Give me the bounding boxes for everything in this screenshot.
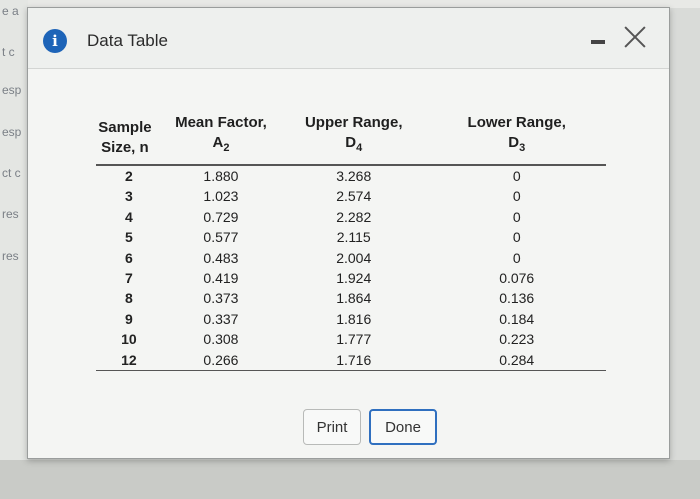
cell-sample-size: 4 [125, 208, 133, 225]
header-label: Size, n [101, 139, 149, 156]
cell-lower-range: 0.136 [499, 290, 535, 307]
cell-lower-range: 0 [512, 249, 521, 266]
dialog-title: Data Table [87, 31, 168, 50]
header-label: Upper Range, [304, 114, 403, 131]
header-symbol: A2 [212, 134, 230, 154]
dialog-titlebar: i Data Table [28, 8, 669, 69]
cell-lower-range: 0.184 [499, 310, 535, 327]
cell-mean-factor: 0.337 [203, 310, 239, 327]
cell-mean-factor: 0.373 [203, 290, 239, 307]
header-sample-size: Sample Size, n [96, 113, 162, 166]
cell-upper-range: 1.716 [280, 349, 428, 372]
background-text: e a [2, 4, 19, 18]
cell-lower-range: 0 [512, 229, 521, 246]
header-label: Sample [98, 119, 152, 136]
table-row: 10 0.308 1.777 0.223 [96, 329, 606, 349]
cell-lower-range: 0.223 [499, 331, 535, 348]
table-header-row: Sample Size, n Mean Factor, A2 Upper Ran… [96, 113, 606, 166]
cell-sample-size: 6 [125, 249, 133, 266]
cell-upper-range: 2.115 [336, 229, 371, 246]
cell-upper-range: 2.004 [336, 249, 372, 266]
table-row: 2 1.880 3.268 0 [96, 165, 606, 186]
header-symbol: D4 [345, 134, 363, 154]
cell-sample-size: 3 [125, 188, 133, 205]
background-text: esp [2, 125, 22, 139]
cell-mean-factor: 0.266 [161, 349, 281, 372]
header-label: Mean Factor, [175, 114, 267, 131]
cell-sample-size: 12 [96, 349, 162, 372]
header-lower-range: Lower Range, D3 [427, 113, 606, 166]
background-bottom [0, 460, 700, 499]
background-text: res [2, 207, 19, 221]
cell-sample-size: 2 [125, 168, 133, 184]
cell-lower-range: 0.076 [499, 270, 535, 287]
background-page-left: e a t c esp esp ct c res res [0, 0, 28, 499]
cell-mean-factor: 0.483 [203, 249, 239, 266]
table-row: 4 0.729 2.282 0 [96, 207, 606, 227]
cell-lower-range: 0 [512, 188, 521, 205]
cell-lower-range: 0 [512, 208, 521, 225]
data-table-dialog: i Data Table Sample Size, n Mean Factor,… [27, 7, 670, 459]
cell-sample-size: 7 [125, 270, 133, 287]
cell-mean-factor: 0.419 [203, 270, 239, 287]
cell-sample-size: 5 [125, 229, 133, 246]
cell-upper-range: 3.268 [336, 168, 372, 184]
background-text: t c [2, 45, 15, 59]
table-row: 3 1.023 2.574 0 [96, 186, 606, 206]
info-icon: i [43, 29, 67, 53]
table-row: 6 0.483 2.004 0 [96, 248, 606, 268]
cell-lower-range: 0 [512, 168, 521, 184]
cell-sample-size: 8 [125, 290, 133, 307]
cell-upper-range: 1.777 [336, 331, 372, 348]
cell-mean-factor: 0.308 [203, 331, 239, 348]
cell-upper-range: 1.924 [336, 270, 372, 287]
minimize-icon[interactable] [589, 32, 607, 46]
cell-mean-factor: 0.577 [203, 229, 239, 246]
cell-upper-range: 2.282 [336, 208, 372, 225]
cell-upper-range: 1.864 [336, 290, 372, 307]
background-text: res [2, 249, 19, 263]
table-row: 9 0.337 1.816 0.184 [96, 309, 606, 329]
cell-mean-factor: 1.880 [203, 168, 239, 184]
header-upper-range: Upper Range, D4 [280, 113, 428, 166]
close-icon[interactable] [623, 25, 647, 49]
cell-upper-range: 2.574 [336, 188, 372, 205]
table-row: 5 0.577 2.115 0 [96, 227, 606, 247]
cell-sample-size: 10 [121, 331, 137, 348]
background-top [0, 0, 700, 8]
table-row: 12 0.266 1.716 0.284 [96, 349, 606, 372]
cell-sample-size: 9 [125, 310, 133, 327]
header-label: Lower Range, [467, 114, 566, 131]
table-row: 7 0.419 1.924 0.076 [96, 268, 606, 288]
header-symbol: D3 [508, 134, 526, 154]
print-button[interactable]: Print [303, 409, 361, 445]
background-text: ct c [2, 166, 21, 180]
cell-lower-range: 0.284 [427, 349, 606, 372]
cell-upper-range: 1.816 [336, 310, 372, 327]
cell-mean-factor: 0.729 [203, 208, 239, 225]
background-text: esp [2, 83, 22, 97]
table-row: 8 0.373 1.864 0.136 [96, 288, 606, 308]
cell-mean-factor: 1.023 [203, 188, 239, 205]
data-table: Sample Size, n Mean Factor, A2 Upper Ran… [96, 113, 606, 372]
header-mean-factor: Mean Factor, A2 [161, 113, 281, 166]
done-button[interactable]: Done [369, 409, 437, 445]
